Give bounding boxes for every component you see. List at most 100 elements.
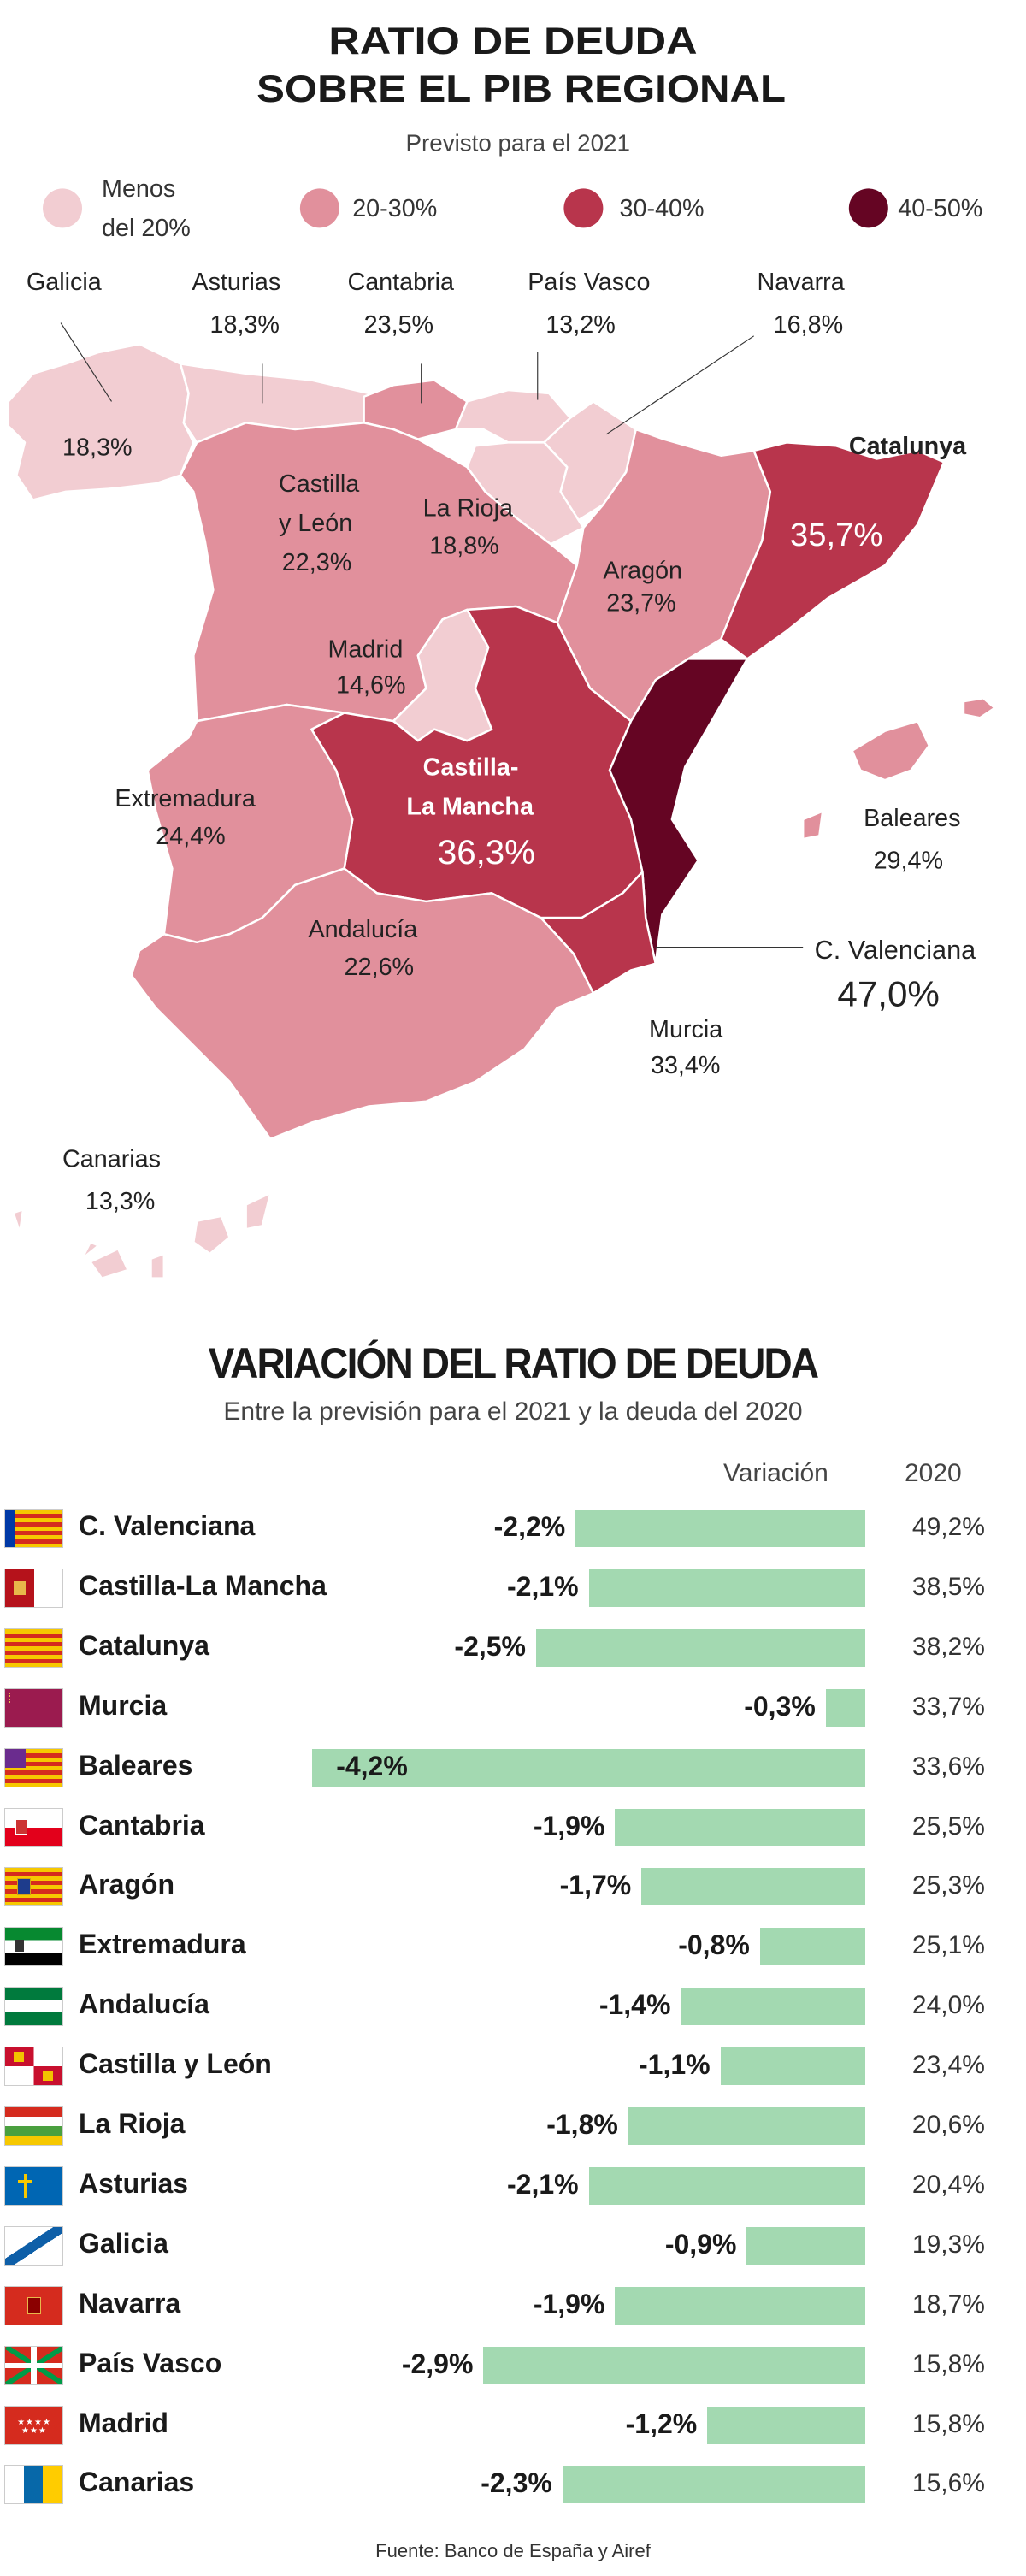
table-row: Murcia -0,3% 33,7%: [0, 1678, 1026, 1738]
variation-bar: [588, 2166, 865, 2205]
legend-swatch: [43, 188, 83, 228]
value-2020: 18,7%: [911, 2289, 985, 2319]
value-2020: 25,5%: [911, 1811, 985, 1840]
table-row: C. Valenciana -2,2% 49,2%: [0, 1498, 1026, 1558]
table-row: Castilla-La Mancha -2,1% 38,5%: [0, 1558, 1026, 1618]
region-name: Catalunya: [79, 1629, 209, 1661]
value-2020: 25,1%: [911, 1931, 985, 1960]
variation-bar: [720, 2047, 865, 2086]
value-2020: 20,6%: [911, 2111, 985, 2139]
variation-label: -2,5%: [454, 1630, 526, 1662]
value-2020: 25,3%: [911, 1871, 985, 1900]
region-name-label: Galicia: [27, 269, 102, 296]
legend-label: 30-40%: [620, 195, 705, 222]
region-value-label: 18,3%: [209, 311, 279, 339]
variation-label: -1,1%: [639, 2049, 711, 2081]
region-name: Castilla-La Mancha: [79, 1569, 327, 1601]
region-name: Canarias: [79, 2467, 195, 2498]
table-row: Asturias -2,1% 20,4%: [0, 2156, 1026, 2216]
region-name-label: Catalunya: [849, 433, 967, 460]
leader-line-navarra: [605, 335, 755, 435]
legend-label: 40-50%: [898, 195, 982, 222]
legend-label: Menos: [102, 175, 175, 203]
variation-label: -1,9%: [533, 1810, 605, 1841]
map-labels: Galicia 18,3% Asturias 18,3% Cantabria 23,5% P…: [27, 269, 976, 1215]
table-row: Baleares -4,2% 33,6%: [0, 1738, 1026, 1798]
variation-bar: [588, 1569, 865, 1607]
region-andalucia: [130, 867, 595, 1141]
flag-castilla-leon-icon: [5, 2047, 62, 2086]
region-name: País Vasco: [79, 2347, 222, 2378]
region-name: Baleares: [79, 1749, 193, 1781]
region-canarias: [12, 1208, 25, 1234]
legend-swatch: [848, 188, 888, 228]
table-row: País Vasco -2,9% 15,8%: [0, 2336, 1026, 2396]
variation-bar: [628, 2107, 865, 2145]
bar-chart-subtitle: Entre la previsión para el 2021 y la deu…: [223, 1397, 803, 1426]
region-name-label: y León: [279, 510, 352, 537]
value-2020: 24,0%: [911, 1991, 985, 2020]
region-name: Castilla y León: [79, 2048, 272, 2080]
map-regions: [7, 343, 996, 1279]
flag-aragon-icon: [5, 1868, 62, 1906]
region-name-label: C. Valenciana: [815, 936, 977, 965]
region-baleares: [851, 719, 930, 782]
legend-label: del 20%: [102, 215, 191, 242]
region-name: Andalucía: [79, 1988, 209, 2020]
region-value-label: 18,8%: [429, 533, 498, 560]
value-2020: 19,3%: [911, 2230, 985, 2259]
variation-label: -2,3%: [481, 2467, 552, 2499]
variation-label: -0,8%: [678, 1929, 750, 1961]
region-value-label: 47,0%: [837, 974, 939, 1014]
table-row: Cantabria -1,9% 25,5%: [0, 1798, 1026, 1858]
region-name-label: Asturias: [192, 269, 280, 296]
value-2020: 33,7%: [911, 1692, 985, 1721]
variation-bar: [483, 2346, 865, 2384]
region-value-label: 16,8%: [774, 311, 843, 339]
region-name-label: Baleares: [864, 805, 960, 832]
region-value-label: 14,6%: [336, 672, 405, 700]
region-name-label: La Rioja: [423, 495, 513, 523]
flag-pais-vasco-icon: [5, 2346, 62, 2384]
region-name-label: Aragón: [603, 557, 682, 584]
flag-la-rioja-icon: [5, 2107, 62, 2145]
table-row: Extremadura -0,8% 25,1%: [0, 1917, 1026, 1976]
variation-bar: [707, 2406, 865, 2444]
variation-label: -2,9%: [401, 2348, 474, 2379]
flag-c-valenciana-icon: [5, 1510, 62, 1547]
value-2020: 38,5%: [911, 1572, 985, 1601]
variation-label: -2,1%: [507, 1570, 579, 1602]
table-row: La Rioja -1,8% 20,6%: [0, 2096, 1026, 2156]
flag-baleares-icon: [5, 1748, 62, 1787]
region-baleares: [962, 697, 996, 719]
column-header-variation: Variación: [723, 1459, 828, 1487]
map-subtitle: Previsto para el 2021: [406, 129, 630, 156]
region-name: Extremadura: [79, 1929, 246, 1960]
region-name-label: Canarias: [62, 1145, 161, 1173]
variation-bar: [746, 2226, 865, 2265]
column-header-2020: 2020: [905, 1459, 962, 1487]
region-canarias: [192, 1214, 231, 1256]
table-row: Aragón -1,7% 25,3%: [0, 1857, 1026, 1917]
region-name-label: Andalucía: [308, 916, 417, 943]
region-name: C. Valenciana: [79, 1510, 256, 1541]
region-name: Asturias: [79, 2167, 189, 2199]
region-name: Murcia: [79, 1689, 168, 1721]
value-2020: 20,4%: [911, 2170, 985, 2199]
table-row: Galicia -0,9% 19,3%: [0, 2216, 1026, 2276]
variation-bar: [615, 2286, 865, 2325]
region-value-label: 23,5%: [364, 311, 433, 339]
flag-galicia-icon: [5, 2226, 62, 2265]
region-catalunya: [720, 441, 946, 660]
region-value-label: 29,4%: [874, 848, 943, 875]
region-value-label: 24,4%: [156, 823, 225, 850]
flag-canarias-icon: [5, 2466, 62, 2504]
region-value-label: 23,7%: [606, 590, 675, 617]
region-canarias: [150, 1252, 166, 1279]
variation-label: -0,3%: [744, 1690, 816, 1722]
region-value-label: 36,3%: [438, 833, 535, 871]
table-row: Navarra -1,9% 18,7%: [0, 2276, 1026, 2336]
region-name-label: Navarra: [758, 269, 845, 296]
variation-bar: [575, 1510, 865, 1547]
